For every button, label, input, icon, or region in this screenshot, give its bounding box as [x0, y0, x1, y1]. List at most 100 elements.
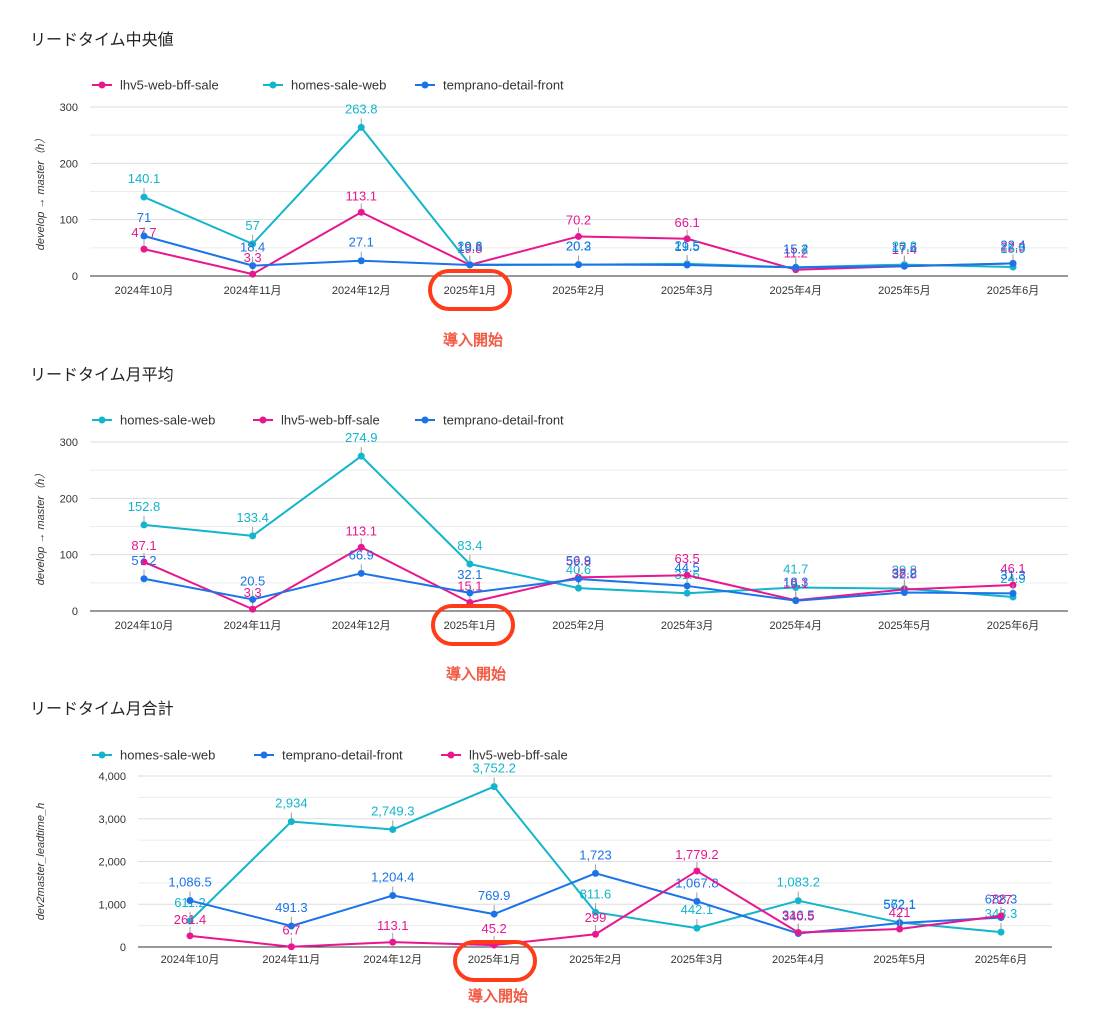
- data-point[interactable]: [997, 928, 1005, 936]
- data-point[interactable]: [287, 818, 295, 826]
- legend: lhv5-web-bff-sale homes-sale-web temprano-…: [92, 78, 564, 93]
- data-label: 340.5: [782, 908, 815, 923]
- data-point[interactable]: [249, 240, 257, 248]
- data-label: 2,934: [275, 796, 308, 811]
- data-point[interactable]: [794, 928, 802, 936]
- data-point[interactable]: [389, 938, 397, 946]
- data-point[interactable]: [249, 270, 257, 278]
- data-point[interactable]: [357, 543, 365, 551]
- data-point[interactable]: [249, 532, 257, 540]
- legend-item-temprano-detail-front[interactable]: temprano-detail-front: [254, 748, 403, 763]
- data-point[interactable]: [794, 897, 802, 905]
- data-point[interactable]: [683, 261, 691, 269]
- data-point[interactable]: [490, 910, 498, 918]
- data-point[interactable]: [575, 584, 582, 592]
- data-label: 56.9: [566, 553, 591, 568]
- data-point[interactable]: [186, 897, 194, 905]
- data-point[interactable]: [287, 922, 295, 930]
- legend: homes-sale-web lhv5-web-bff-sale temprano-…: [92, 413, 564, 428]
- data-label: 22.3: [1000, 239, 1025, 254]
- data-point[interactable]: [683, 571, 691, 579]
- data-label: 11.2: [784, 246, 808, 261]
- legend-item-lhv5-web-bff-sale[interactable]: lhv5-web-bff-sale: [92, 78, 219, 93]
- data-point[interactable]: [466, 261, 474, 269]
- data-point[interactable]: [683, 235, 691, 243]
- data-point[interactable]: [683, 589, 691, 597]
- data-point[interactable]: [140, 245, 148, 253]
- data-point[interactable]: [249, 605, 257, 613]
- legend-item-lhv5-web-bff-sale[interactable]: lhv5-web-bff-sale: [441, 748, 568, 763]
- data-point[interactable]: [357, 569, 365, 577]
- data-point[interactable]: [490, 783, 498, 791]
- legend-item-homes-sale-web[interactable]: homes-sale-web: [92, 748, 215, 763]
- data-point[interactable]: [140, 193, 148, 201]
- data-label: 1,067.8: [675, 875, 718, 890]
- x-tick-label: 2024年10月: [115, 618, 174, 632]
- data-point[interactable]: [287, 943, 295, 951]
- data-point[interactable]: [389, 825, 397, 833]
- y-tick-label: 4,000: [98, 771, 126, 783]
- gridlines: 0 100 200 300: [60, 102, 1068, 283]
- data-label: 15.2: [783, 241, 808, 256]
- data-point[interactable]: [693, 924, 701, 932]
- data-point[interactable]: [693, 867, 701, 875]
- y-tick-label: 0: [120, 942, 126, 954]
- data-point[interactable]: [693, 897, 701, 905]
- data-point[interactable]: [186, 932, 194, 940]
- data-label: 15.9: [1000, 241, 1025, 256]
- data-point[interactable]: [357, 452, 365, 460]
- data-point[interactable]: [792, 263, 800, 271]
- data-label: 811.6: [580, 886, 612, 901]
- data-point[interactable]: [466, 589, 474, 597]
- data-point[interactable]: [140, 575, 148, 583]
- data-label: 20.5: [240, 573, 265, 588]
- data-point[interactable]: [575, 261, 582, 269]
- data-point[interactable]: [357, 123, 365, 131]
- data-point[interactable]: [389, 892, 397, 900]
- data-point[interactable]: [683, 582, 691, 590]
- data-point[interactable]: [900, 262, 908, 270]
- data-point[interactable]: [792, 597, 800, 605]
- chart-title: リードタイム中央値: [30, 31, 174, 49]
- x-tick-label: 2025年3月: [661, 283, 714, 297]
- legend-item-homes-sale-web[interactable]: homes-sale-web: [263, 78, 386, 93]
- data-point[interactable]: [140, 521, 148, 529]
- data-point[interactable]: [592, 908, 599, 916]
- data-label: 19.8: [457, 241, 482, 256]
- data-label: 727: [990, 892, 1012, 907]
- data-point[interactable]: [249, 595, 257, 603]
- data-point[interactable]: [140, 232, 148, 240]
- data-label: 38.2: [892, 565, 917, 580]
- legend-item-temprano-detail-front[interactable]: temprano-detail-front: [415, 78, 564, 93]
- data-label: 57: [245, 218, 259, 233]
- legend-label: lhv5-web-bff-sale: [469, 748, 568, 763]
- data-point[interactable]: [357, 208, 365, 216]
- legend-swatch-dot: [269, 81, 277, 89]
- legend-item-homes-sale-web[interactable]: homes-sale-web: [92, 413, 215, 428]
- data-label: 299: [585, 910, 607, 925]
- data-point[interactable]: [466, 560, 474, 568]
- data-point[interactable]: [592, 869, 599, 877]
- legend-item-lhv5-web-bff-sale[interactable]: lhv5-web-bff-sale: [253, 413, 380, 428]
- data-label: 562.1: [883, 897, 916, 912]
- data-point[interactable]: [140, 558, 148, 566]
- data-point[interactable]: [249, 262, 257, 270]
- data-point[interactable]: [1009, 259, 1017, 267]
- data-point[interactable]: [186, 917, 194, 925]
- data-point[interactable]: [592, 930, 599, 938]
- data-point[interactable]: [575, 575, 582, 583]
- data-point[interactable]: [997, 912, 1005, 920]
- data-point[interactable]: [357, 257, 365, 265]
- data-point[interactable]: [1009, 589, 1017, 597]
- legend-item-temprano-detail-front[interactable]: temprano-detail-front: [415, 413, 564, 428]
- legend-label: homes-sale-web: [291, 78, 386, 93]
- data-label: 17.4: [892, 242, 917, 257]
- data-label: 263.8: [345, 101, 378, 116]
- chart-title: リードタイム月平均: [30, 366, 174, 384]
- data-point[interactable]: [900, 589, 908, 597]
- data-point[interactable]: [896, 925, 904, 933]
- data-point[interactable]: [575, 232, 582, 240]
- legend-swatch-dot: [259, 416, 267, 424]
- data-label: 3,752.2: [472, 761, 515, 776]
- data-point[interactable]: [792, 584, 800, 592]
